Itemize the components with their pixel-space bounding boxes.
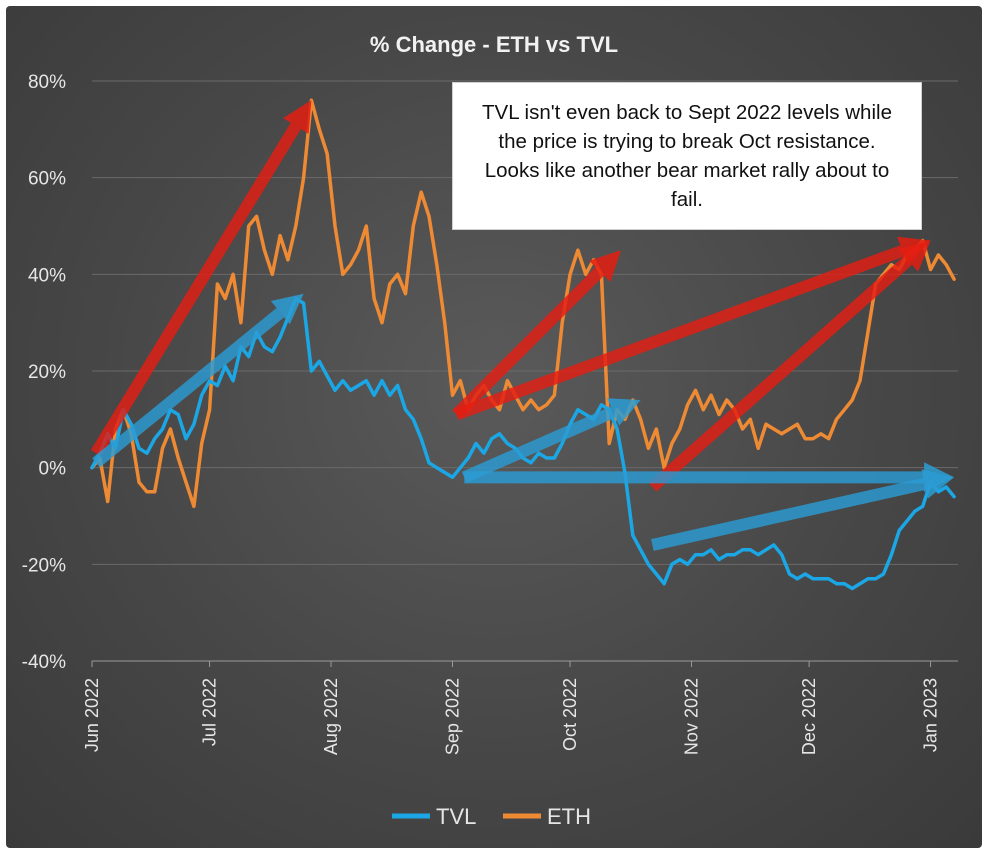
y-tick-label: 20% [28, 362, 66, 383]
x-axis: Jun 2022 Jul 2022 Aug 2022 Sep 2022 Oct 2022… [82, 660, 958, 755]
y-tick-label: 80% [28, 72, 66, 93]
x-tick-label: Oct 2022 [560, 678, 580, 751]
x-tick-label: Sep 2022 [443, 678, 463, 755]
y-tick-label: 60% [28, 169, 66, 190]
legend: TVL ETH [392, 804, 591, 829]
chart-container: % Change - ETH vs TVL 80% 60% 40% 20% 0% -20%… [6, 6, 982, 848]
arrow-blue-head [270, 293, 304, 325]
x-tick-label: Jan 2023 [921, 678, 941, 752]
annotation-callout: TVL isn't even back to Sept 2022 levels … [452, 82, 922, 230]
legend-label-tvl: TVL [436, 804, 476, 829]
x-tick-label: Nov 2022 [682, 678, 702, 755]
x-tick-label: Jul 2022 [200, 678, 220, 746]
x-tick-label: Aug 2022 [321, 678, 341, 755]
arrow-red-shaft [452, 267, 605, 419]
y-tick-label: 0% [39, 459, 67, 480]
arrow-red-head [283, 100, 312, 134]
arrow-blue-shaft [651, 478, 927, 551]
arrow-red-shaft [454, 245, 905, 421]
arrow-blue-shaft [461, 406, 616, 483]
x-tick-label: Dec 2022 [799, 678, 819, 755]
arrow-red-head [898, 240, 931, 272]
y-tick-label: 40% [28, 265, 66, 286]
y-tick-label: -20% [22, 555, 66, 576]
x-tick-label: Jun 2022 [82, 678, 102, 752]
y-tick-label: -40% [22, 652, 66, 673]
legend-label-eth: ETH [547, 804, 591, 829]
arrow-red-shaft [648, 255, 913, 492]
series-line-eth [90, 98, 956, 509]
chart-title: % Change - ETH vs TVL [370, 32, 618, 57]
arrow-red-shaft [90, 122, 301, 457]
arrow-red-head [589, 250, 621, 282]
arrow-blue-head [921, 469, 955, 499]
annotation-text: TVL isn't even back to Sept 2022 levels … [482, 101, 892, 211]
arrow-blue-head [607, 398, 641, 426]
y-axis: 80% 60% 40% 20% 0% -20% -40% [22, 72, 66, 673]
line-chart: % Change - ETH vs TVL 80% 60% 40% 20% 0% -20%… [22, 32, 958, 829]
arrow-layer [90, 100, 955, 551]
arrow-blue-shaft [92, 307, 285, 468]
